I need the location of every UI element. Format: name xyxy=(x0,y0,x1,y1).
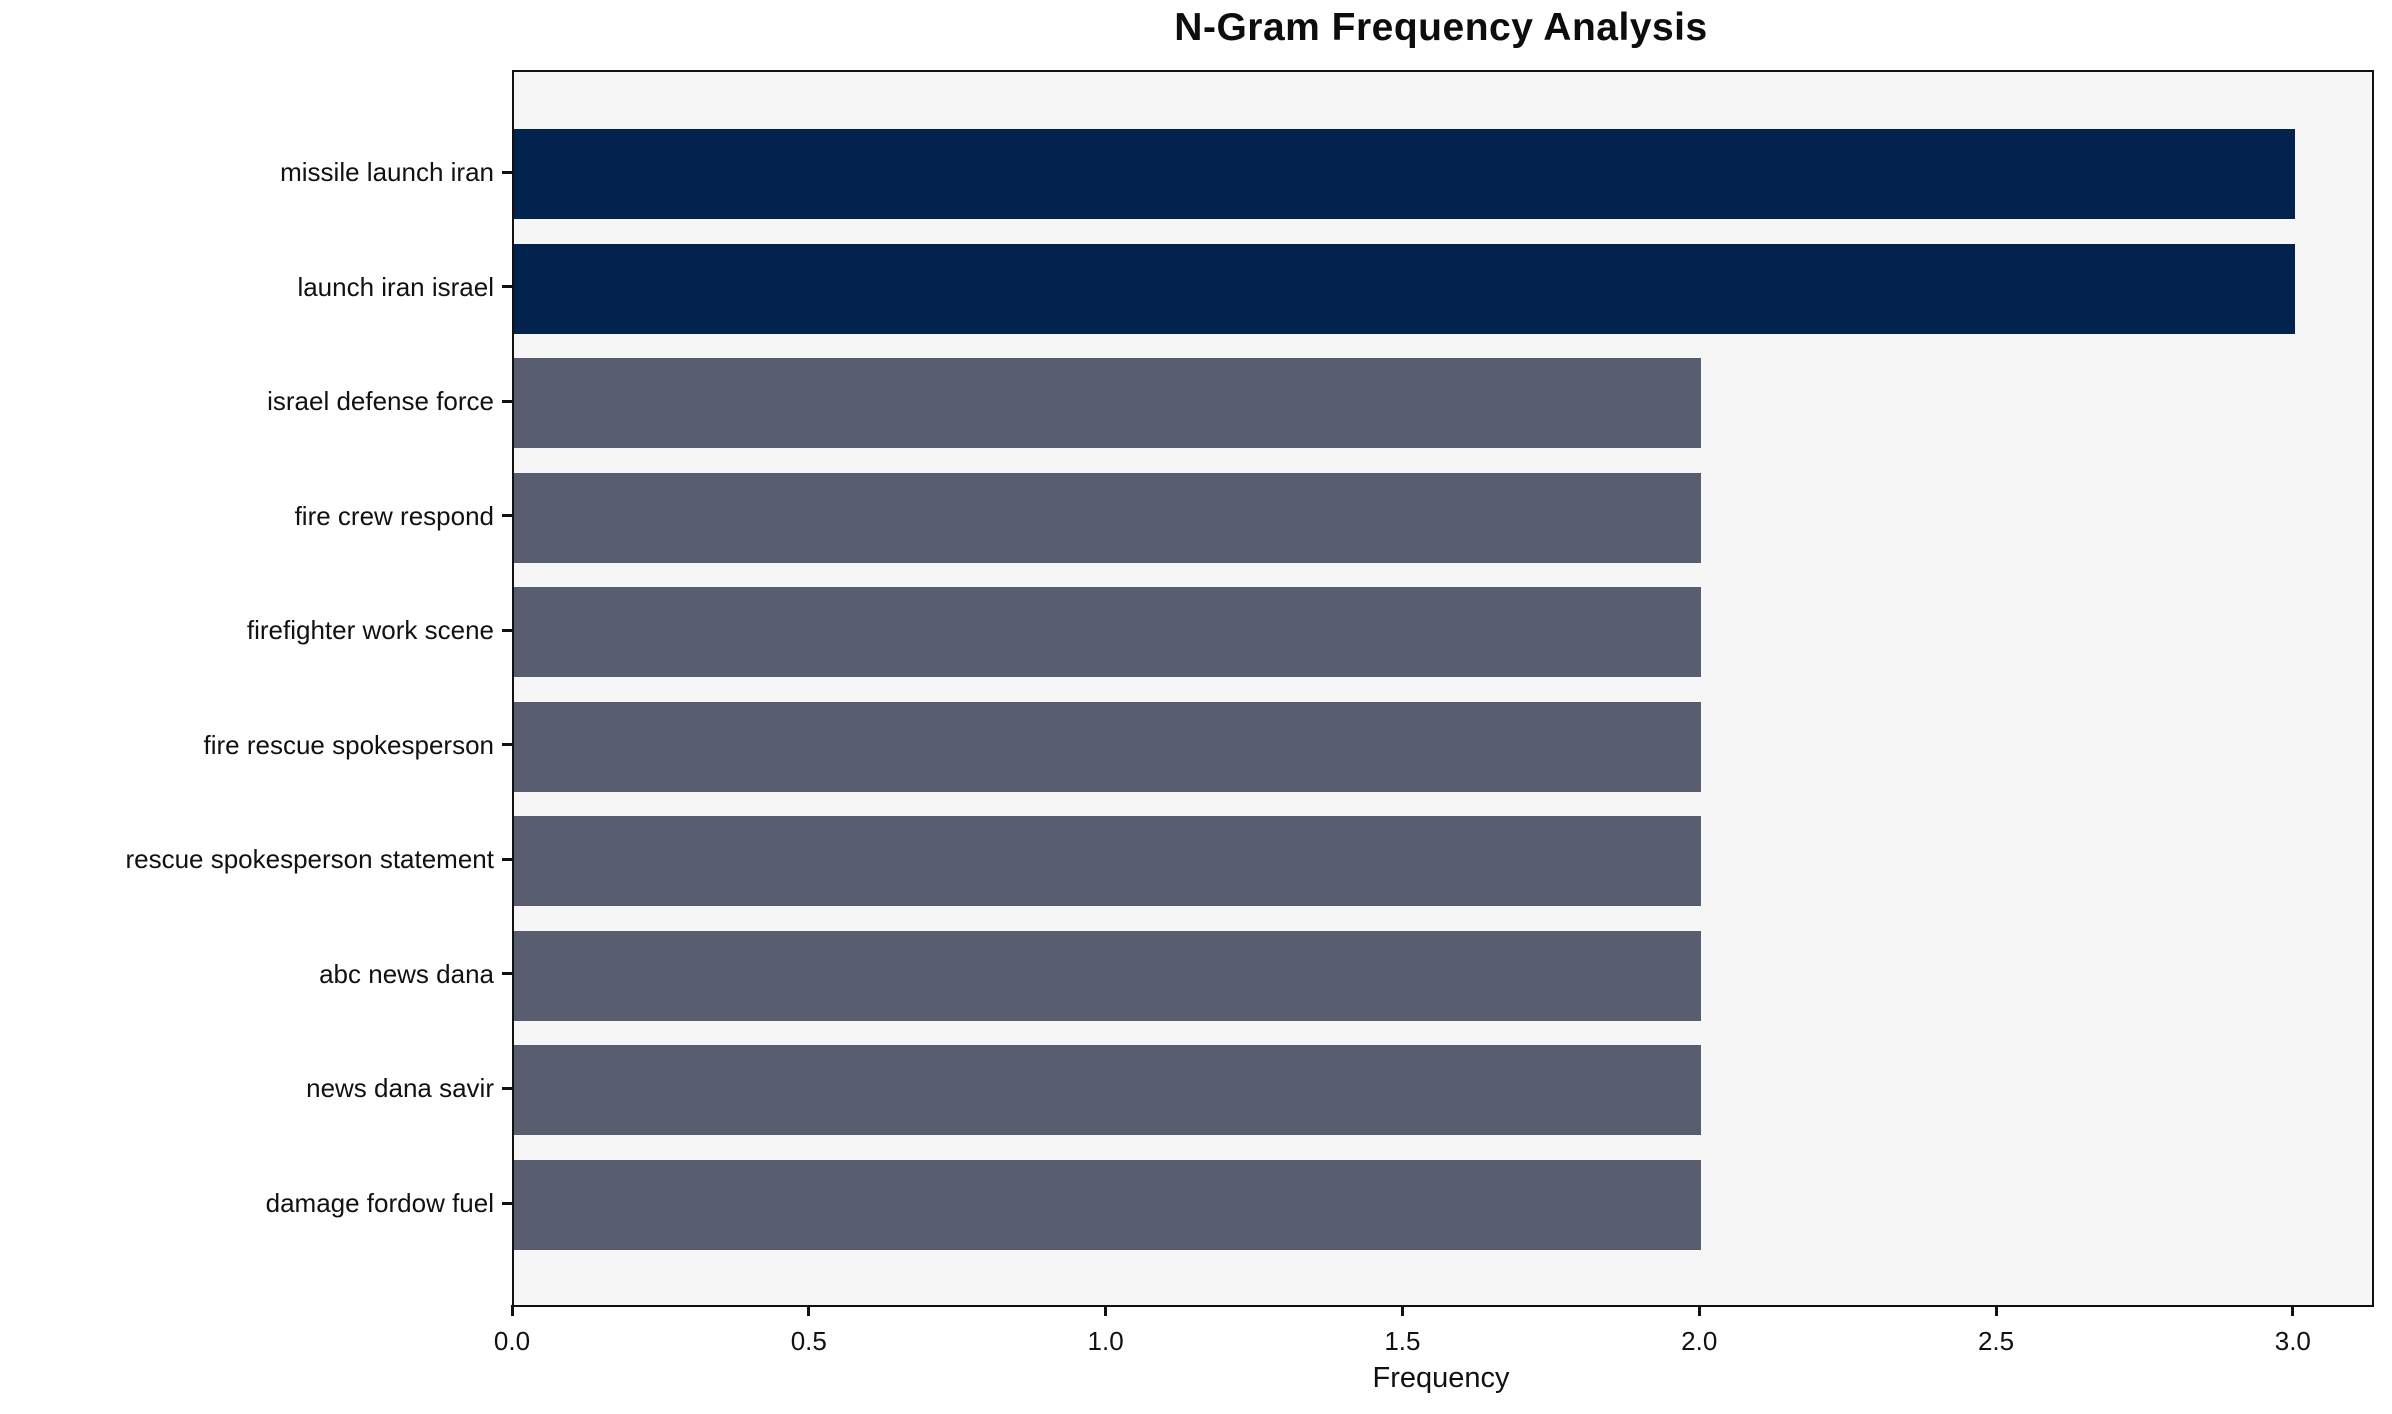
bar xyxy=(514,701,1702,792)
y-tick-mark xyxy=(502,1201,512,1205)
y-axis-label: rescue spokesperson statement xyxy=(125,844,494,875)
bar xyxy=(514,930,1702,1021)
x-tick-label: 0.0 xyxy=(493,1326,531,1356)
y-tick-mark xyxy=(502,743,512,747)
y-tick-mark xyxy=(502,857,512,861)
y-tick-mark xyxy=(502,170,512,174)
y-axis-label: news dana savir xyxy=(306,1073,494,1104)
bar xyxy=(514,358,1702,449)
x-tick-label: 1.0 xyxy=(1087,1326,1124,1356)
bar xyxy=(514,243,2295,334)
y-axis-label: missile launch iran xyxy=(280,157,494,187)
x-tick-mark xyxy=(1994,1305,1998,1316)
y-axis-label: israel defense force xyxy=(267,386,494,417)
plot-area xyxy=(512,70,2374,1307)
bar xyxy=(514,129,2295,219)
x-tick-mark xyxy=(1104,1305,1108,1316)
y-axis-label: firefighter work scene xyxy=(246,615,494,646)
bar xyxy=(514,472,1702,563)
x-tick-mark xyxy=(1697,1305,1701,1316)
y-axis-label: abc news dana xyxy=(319,958,494,989)
bar xyxy=(514,816,1702,907)
y-axis-label: fire crew respond xyxy=(294,500,494,531)
x-tick-label: 3.0 xyxy=(2274,1326,2311,1356)
y-tick-mark xyxy=(502,972,512,976)
bar xyxy=(514,1045,1702,1136)
bar xyxy=(514,1160,1702,1250)
y-tick-mark xyxy=(502,628,512,632)
y-axis-label: fire rescue spokesperson xyxy=(203,729,494,760)
bar xyxy=(514,587,1702,678)
x-tick-label: 2.0 xyxy=(1681,1326,1718,1356)
chart-title: N-Gram Frequency Analysis xyxy=(1174,6,1708,49)
y-tick-mark xyxy=(502,514,512,518)
x-tick-mark xyxy=(807,1305,811,1316)
y-tick-mark xyxy=(502,399,512,403)
x-tick-label: 1.5 xyxy=(1384,1326,1421,1356)
x-tick-label: 0.5 xyxy=(790,1326,827,1356)
y-axis-label: launch iran israel xyxy=(297,271,494,302)
x-tick-mark xyxy=(2291,1305,2295,1316)
y-tick-mark xyxy=(502,1086,512,1090)
y-axis-label: damage fordow fuel xyxy=(265,1188,494,1218)
x-axis-title: Frequency xyxy=(1372,1362,1510,1394)
x-tick-mark xyxy=(1400,1305,1404,1316)
y-tick-mark xyxy=(502,285,512,289)
x-tick-label: 2.5 xyxy=(1977,1326,2015,1356)
x-tick-mark xyxy=(510,1305,514,1316)
